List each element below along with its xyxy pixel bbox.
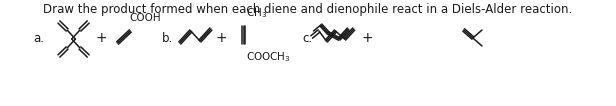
Text: +: +	[362, 31, 373, 45]
Text: +: +	[215, 31, 227, 45]
Text: COOCH$_3$: COOCH$_3$	[246, 50, 291, 64]
Text: a.: a.	[33, 31, 44, 45]
Text: +: +	[95, 31, 107, 45]
Text: CH$_3$: CH$_3$	[246, 6, 267, 20]
Text: Draw the product formed when each diene and dienophile react in a Diels-Alder re: Draw the product formed when each diene …	[43, 3, 573, 16]
Text: c.: c.	[302, 31, 313, 45]
Text: b.: b.	[161, 31, 172, 45]
Text: COOH: COOH	[129, 13, 161, 23]
